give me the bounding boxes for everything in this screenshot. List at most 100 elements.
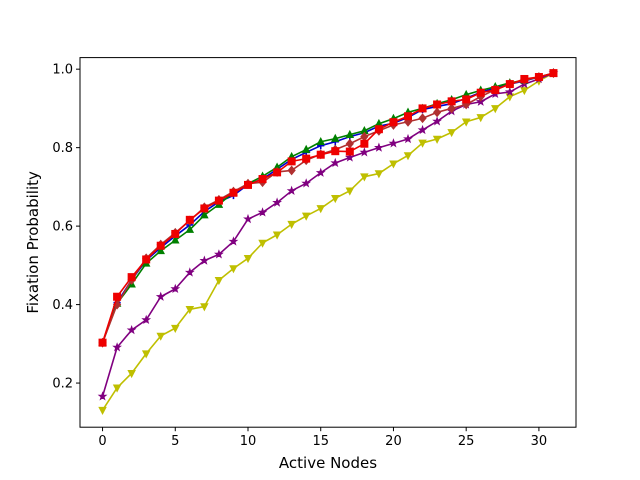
data-point <box>112 384 122 393</box>
data-point <box>127 273 136 282</box>
data-point <box>345 147 354 156</box>
data-point <box>359 147 370 157</box>
data-point <box>286 185 297 195</box>
data-point <box>447 103 456 114</box>
data-point <box>156 332 165 341</box>
data-point <box>142 255 151 264</box>
data-point <box>374 142 384 152</box>
data-point <box>301 144 311 153</box>
data-point <box>331 194 340 204</box>
data-point <box>344 152 355 162</box>
data-point <box>287 220 296 229</box>
y-axis: 0.2 0.4 0.6 0.8 1.0 <box>52 63 80 392</box>
y-tick-label: 0.2 <box>52 377 73 392</box>
data-point <box>141 314 152 325</box>
series-0 <box>98 69 558 415</box>
data-point <box>374 125 383 134</box>
data-point <box>214 196 223 205</box>
data-point <box>549 69 558 78</box>
data-point <box>301 212 311 221</box>
data-point <box>127 369 136 379</box>
data-point <box>185 306 195 315</box>
data-point <box>331 147 340 156</box>
data-point <box>432 116 442 126</box>
data-point <box>476 114 485 123</box>
data-point <box>141 350 151 359</box>
data-point <box>403 133 413 144</box>
data-point <box>171 235 180 244</box>
data-point <box>360 139 369 148</box>
data-point <box>302 154 311 163</box>
data-point <box>491 85 500 94</box>
data-point <box>360 173 369 182</box>
data-point <box>433 100 442 109</box>
data-point <box>126 324 137 335</box>
data-point <box>214 249 224 259</box>
data-point <box>171 229 180 238</box>
data-point <box>374 170 384 179</box>
y-axis-label: Fixation Probability <box>24 171 42 314</box>
series-5 <box>98 69 558 347</box>
data-point <box>272 197 282 207</box>
data-point <box>504 86 515 97</box>
data-point <box>199 255 210 265</box>
data-point <box>257 207 268 217</box>
data-point <box>389 118 398 127</box>
y-tick-label: 0.6 <box>52 220 73 235</box>
data-point <box>418 104 427 113</box>
data-point <box>214 276 224 286</box>
data-point <box>170 283 181 294</box>
data-point <box>156 241 165 250</box>
x-axis: 0 5 10 15 20 25 30 <box>98 427 547 449</box>
data-point <box>273 168 282 177</box>
data-point <box>156 246 165 255</box>
data-point <box>200 204 209 213</box>
data-point <box>534 73 543 82</box>
data-point <box>97 391 108 401</box>
data-point <box>432 135 442 144</box>
data-point <box>185 224 195 233</box>
x-tick-label: 15 <box>312 434 329 449</box>
data-point <box>243 180 252 189</box>
data-point <box>491 105 500 114</box>
data-point <box>229 188 238 197</box>
data-point <box>345 187 355 196</box>
data-point <box>345 129 355 138</box>
data-point <box>155 291 166 301</box>
data-point <box>417 124 428 135</box>
data-point <box>432 107 442 118</box>
data-point <box>316 205 325 214</box>
y-tick-label: 0.8 <box>52 141 73 156</box>
data-point <box>461 118 471 127</box>
data-point <box>200 210 209 219</box>
data-point <box>243 213 253 224</box>
data-point <box>331 133 340 142</box>
data-point <box>505 80 514 89</box>
data-point <box>98 406 107 415</box>
data-point <box>258 175 267 184</box>
data-point <box>447 97 456 106</box>
data-point <box>272 231 282 240</box>
data-point <box>301 178 312 188</box>
y-tick-label: 0.4 <box>52 298 73 313</box>
x-axis-label: Active Nodes <box>279 454 377 472</box>
data-point <box>316 136 325 146</box>
data-point <box>316 150 325 159</box>
y-tick-label: 1.0 <box>52 63 73 78</box>
x-tick-label: 25 <box>458 434 475 449</box>
data-point <box>447 129 456 138</box>
x-tick-label: 10 <box>240 434 257 449</box>
data-point <box>243 255 253 264</box>
data-point <box>287 157 296 166</box>
series-line <box>101 72 554 397</box>
data-point <box>389 160 398 169</box>
x-tick-label: 20 <box>385 434 402 449</box>
data-point <box>229 265 238 274</box>
data-point <box>113 292 122 301</box>
data-point <box>258 239 267 248</box>
data-point <box>520 87 529 96</box>
data-point <box>171 324 180 333</box>
data-point <box>228 236 239 246</box>
plot-frame <box>79 57 577 428</box>
